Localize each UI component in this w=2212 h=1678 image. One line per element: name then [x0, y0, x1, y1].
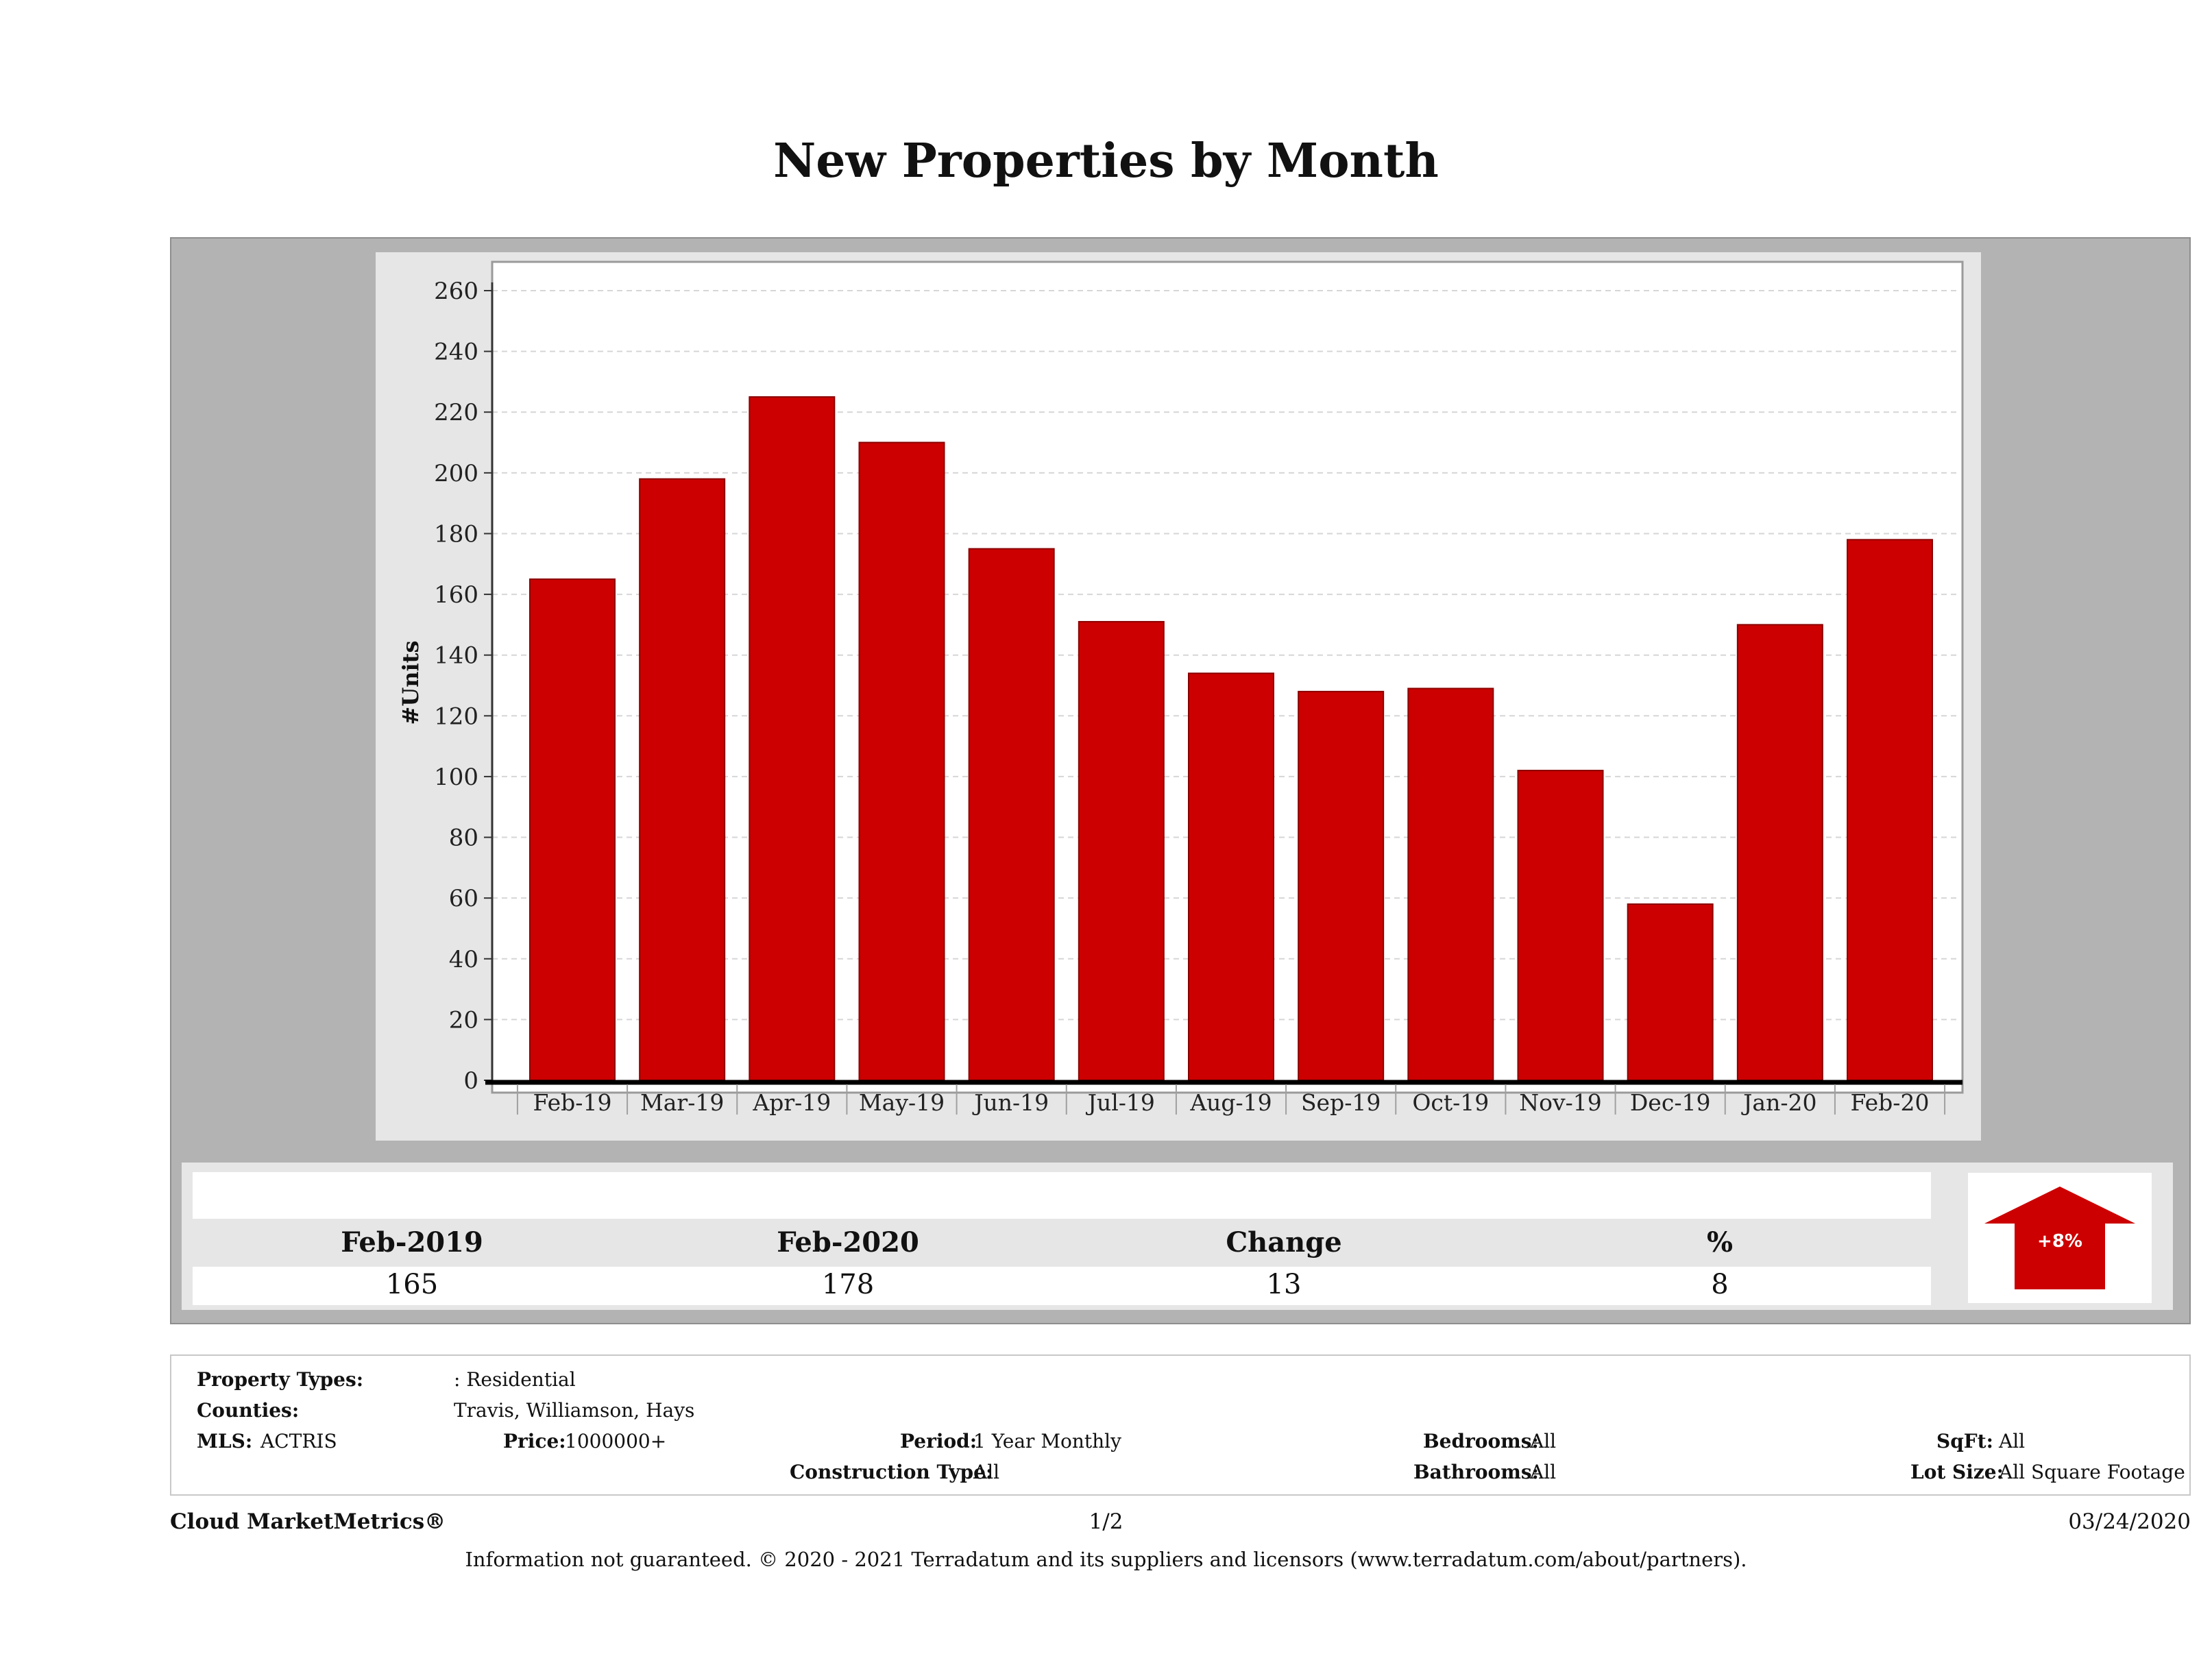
- x-tick-label: Sep-19: [1301, 1089, 1381, 1116]
- bar-jan-20: [1736, 624, 1823, 1081]
- construction-type-value: All: [973, 1461, 1000, 1483]
- y-tick-label: 40: [449, 946, 478, 973]
- bar-aug-19: [1188, 672, 1274, 1081]
- mls-label: MLS:: [197, 1430, 253, 1452]
- bar-dec-19: [1627, 903, 1714, 1081]
- plot-panel: 0 20 40 60 80 100 120 140 160 180 200 220 240 260 Feb-…: [376, 252, 1981, 1141]
- summary-header-feb-2019: Feb-2019: [341, 1226, 483, 1258]
- footer-brand: Cloud MarketMetrics®: [170, 1509, 446, 1534]
- period-label: Period:: [900, 1430, 977, 1452]
- y-tick-label: 20: [449, 1006, 478, 1034]
- summary-header-percent: %: [1706, 1226, 1733, 1258]
- y-tick-label: 0: [463, 1067, 478, 1095]
- summary-panel: Feb-2019 Feb-2020 Change % 165 178 13 8 …: [182, 1163, 2173, 1310]
- counties-value: Travis, Williamson, Hays: [454, 1399, 695, 1422]
- summary-blank-row: [193, 1172, 1931, 1219]
- property-types-value: : Residential: [454, 1368, 576, 1391]
- y-tick-label: 140: [434, 642, 478, 670]
- bar-chart: 0 20 40 60 80 100 120 140 160 180 200 220 240 260 Feb-…: [398, 260, 1964, 1116]
- x-tick-label: Nov-19: [1519, 1089, 1602, 1116]
- y-tick-label: 100: [434, 764, 478, 791]
- property-types-label: Property Types:: [197, 1368, 364, 1391]
- period-value: 1 Year Monthly: [973, 1430, 1121, 1452]
- summary-value-feb-2020: 178: [821, 1269, 875, 1300]
- bar-jun-19: [968, 548, 1055, 1082]
- y-tick-label: 120: [434, 703, 478, 730]
- y-tick-label: 240: [434, 339, 478, 366]
- bar-mar-19: [639, 478, 726, 1081]
- bar-apr-19: [749, 396, 836, 1082]
- y-axis-label: #Units: [398, 641, 424, 725]
- change-badge: +8%: [1968, 1173, 2152, 1303]
- summary-value-percent: 8: [1711, 1269, 1729, 1300]
- bar-feb-20: [1847, 539, 1933, 1082]
- y-tick-label: 60: [449, 885, 478, 912]
- summary-value-change: 13: [1266, 1269, 1302, 1300]
- footer-page-number: 1/2: [1089, 1509, 1123, 1534]
- x-tick-label: Mar-19: [640, 1089, 724, 1116]
- footer-date: 03/24/2020: [2068, 1509, 2191, 1534]
- footer-disclaimer: Information not guaranteed. © 2020 - 202…: [465, 1548, 1747, 1571]
- x-tick-label: Dec-19: [1630, 1089, 1711, 1116]
- bar-may-19: [858, 441, 945, 1081]
- x-tick-label: Jun-19: [972, 1089, 1049, 1116]
- bedrooms-label: Bedrooms:: [1423, 1430, 1539, 1452]
- change-badge-label: +8%: [2037, 1231, 2082, 1252]
- bar-nov-19: [1517, 770, 1604, 1081]
- x-tick-label: Aug-19: [1189, 1089, 1272, 1116]
- bar-jul-19: [1078, 620, 1165, 1081]
- x-tick-label: Jul-19: [1086, 1089, 1155, 1116]
- x-tick-label: Feb-19: [533, 1089, 612, 1116]
- up-arrow-icon: +8%: [1984, 1187, 2135, 1289]
- y-tick-label: 180: [434, 520, 478, 548]
- sqft-label: SqFt:: [1936, 1430, 1993, 1452]
- bar-oct-19: [1407, 688, 1494, 1081]
- bathrooms-value: All: [1530, 1461, 1557, 1483]
- y-tick-label: 260: [434, 278, 478, 305]
- counties-label: Counties:: [197, 1399, 300, 1422]
- x-tick-label: Feb-20: [1851, 1089, 1930, 1116]
- y-tick-label: 200: [434, 460, 478, 487]
- price-value: 1000000+: [565, 1430, 667, 1452]
- sqft-value: All: [1999, 1430, 2026, 1452]
- lot-size-value: All Square Footage: [1999, 1461, 2185, 1483]
- filter-info-panel: Property Types: : Residential Counties: …: [170, 1354, 2191, 1496]
- mls-value: ACTRIS: [260, 1430, 337, 1452]
- summary-values-row: [193, 1267, 1931, 1305]
- summary-header-feb-2020: Feb-2020: [777, 1226, 919, 1258]
- y-tick-label: 80: [449, 825, 478, 852]
- lot-size-label: Lot Size:: [1910, 1461, 2004, 1483]
- page-title: New Properties by Month: [773, 134, 1439, 189]
- x-tick-label: Jan-20: [1741, 1089, 1816, 1116]
- construction-type-label: Construction Type:: [790, 1461, 993, 1483]
- summary-header-change: Change: [1226, 1226, 1342, 1258]
- summary-value-feb-2019: 165: [385, 1269, 439, 1300]
- price-label: Price:: [503, 1430, 566, 1452]
- y-tick-label: 220: [434, 399, 478, 426]
- x-tick-label: May-19: [859, 1089, 945, 1116]
- y-tick-label: 160: [434, 581, 478, 609]
- x-tick-label: Oct-19: [1412, 1089, 1489, 1116]
- x-tick-label: Apr-19: [752, 1089, 831, 1116]
- bar-sep-19: [1298, 690, 1385, 1081]
- bathrooms-label: Bathrooms:: [1413, 1461, 1539, 1483]
- bedrooms-value: All: [1530, 1430, 1557, 1452]
- bar-feb-19: [529, 578, 616, 1081]
